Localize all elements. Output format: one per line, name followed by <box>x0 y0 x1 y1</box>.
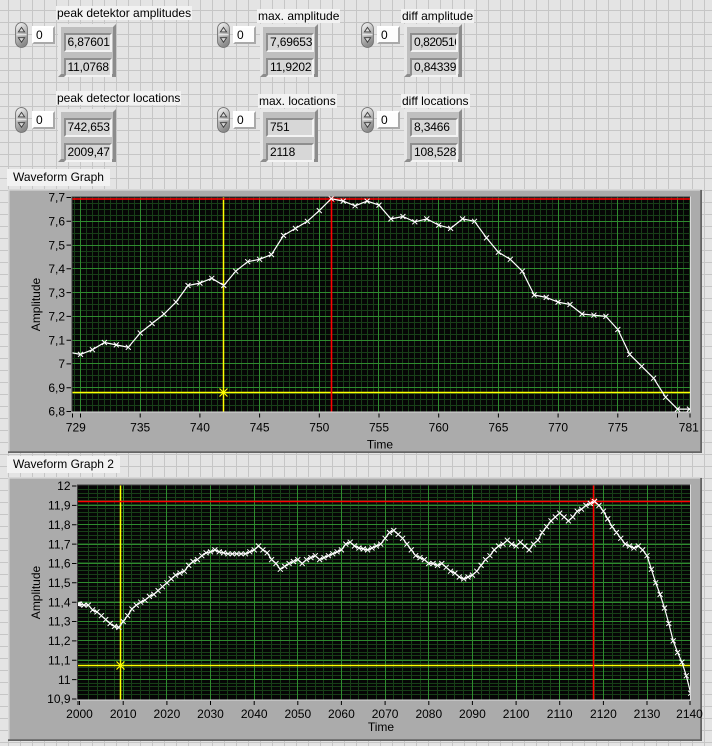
svg-text:11,1: 11,1 <box>48 654 71 668</box>
svg-text:11,5: 11,5 <box>48 576 71 590</box>
svg-text:11,3: 11,3 <box>48 615 71 629</box>
svg-text:2060: 2060 <box>328 707 355 721</box>
svg-text:760: 760 <box>429 421 449 435</box>
svg-text:Amplitude: Amplitude <box>29 278 43 332</box>
svg-text:11,8: 11,8 <box>48 518 71 532</box>
svg-text:2050: 2050 <box>284 707 311 721</box>
svg-text:781: 781 <box>679 421 699 435</box>
svg-text:11,6: 11,6 <box>48 557 71 571</box>
svg-text:11,7: 11,7 <box>48 537 71 551</box>
svg-text:740: 740 <box>190 421 210 435</box>
svg-text:11: 11 <box>58 673 71 687</box>
svg-text:2080: 2080 <box>415 707 442 721</box>
svg-text:7,1: 7,1 <box>48 333 65 347</box>
svg-text:755: 755 <box>369 421 389 435</box>
svg-text:7,3: 7,3 <box>48 286 65 300</box>
svg-text:11,2: 11,2 <box>48 634 71 648</box>
svg-text:2110: 2110 <box>547 707 573 721</box>
svg-text:2010: 2010 <box>110 707 137 721</box>
svg-text:750: 750 <box>309 421 329 435</box>
svg-text:11,4: 11,4 <box>48 595 71 609</box>
svg-text:7,7: 7,7 <box>48 191 65 205</box>
svg-text:2040: 2040 <box>241 707 268 721</box>
svg-text:7,2: 7,2 <box>48 310 65 324</box>
svg-text:770: 770 <box>548 421 568 435</box>
svg-text:7,6: 7,6 <box>48 215 65 229</box>
svg-text:2130: 2130 <box>634 707 661 721</box>
svg-text:6,9: 6,9 <box>48 381 65 395</box>
svg-text:2120: 2120 <box>590 707 617 721</box>
svg-text:Time: Time <box>367 438 394 452</box>
svg-text:Time: Time <box>368 720 395 734</box>
svg-text:2070: 2070 <box>372 707 399 721</box>
svg-text:2090: 2090 <box>459 707 486 721</box>
svg-text:2000: 2000 <box>66 707 93 721</box>
svg-text:10,9: 10,9 <box>47 692 71 706</box>
svg-text:735: 735 <box>130 421 150 435</box>
svg-text:2100: 2100 <box>503 707 530 721</box>
svg-text:775: 775 <box>608 421 628 435</box>
svg-text:2020: 2020 <box>154 707 181 721</box>
svg-text:745: 745 <box>250 421 270 435</box>
svg-text:Amplitude: Amplitude <box>29 566 43 620</box>
svg-text:6,8: 6,8 <box>48 405 65 419</box>
svg-text:12: 12 <box>57 479 71 493</box>
svg-text:729: 729 <box>66 421 86 435</box>
svg-text:7: 7 <box>58 357 65 371</box>
svg-text:2140: 2140 <box>676 707 703 721</box>
svg-text:2030: 2030 <box>197 707 224 721</box>
svg-text:7,5: 7,5 <box>48 238 65 252</box>
svg-text:7,4: 7,4 <box>48 262 65 276</box>
svg-text:765: 765 <box>488 421 508 435</box>
svg-text:11,9: 11,9 <box>48 499 71 513</box>
